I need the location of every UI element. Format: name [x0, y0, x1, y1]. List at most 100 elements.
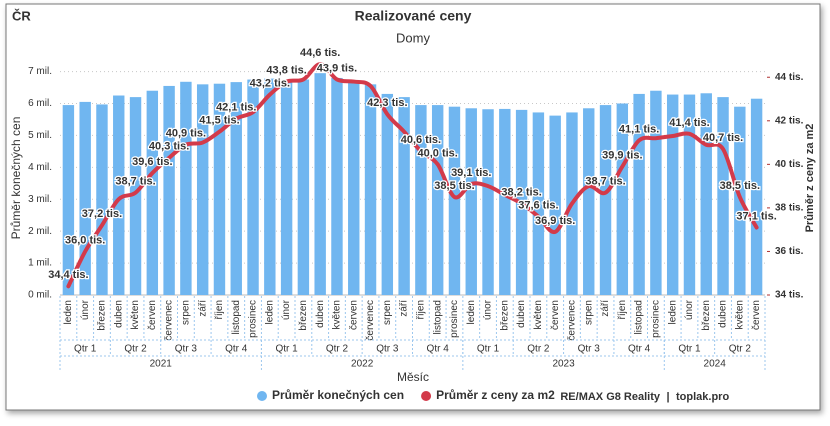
y2-tick-label: 36 tis.	[775, 246, 804, 257]
x-tick-label: listopad	[432, 300, 443, 334]
x-tick-label: září	[197, 300, 208, 317]
bar	[666, 94, 679, 295]
data-label: 43,9 tis.	[317, 62, 357, 74]
bar	[297, 79, 310, 295]
bar	[314, 73, 326, 295]
bar	[398, 97, 410, 295]
quarter-label: Qtr 3	[578, 344, 601, 355]
data-label: 41,5 tis.	[199, 115, 239, 127]
bar	[280, 81, 293, 296]
x-tick-label: březen	[298, 300, 309, 331]
bar	[448, 106, 461, 295]
bar	[717, 97, 729, 295]
quarter-label: Qtr 1	[477, 344, 500, 355]
bar	[364, 84, 377, 295]
x-tick-label: leden	[63, 300, 74, 324]
bar	[264, 78, 276, 295]
year-label: 2024	[704, 359, 727, 370]
bar	[381, 93, 394, 295]
data-label: 44,6 tis.	[300, 47, 340, 59]
x-axis-label: Měsíc	[397, 370, 429, 384]
data-label: 37,6 tis.	[518, 200, 558, 212]
data-label: 41,1 tis.	[619, 123, 659, 135]
bar	[415, 105, 427, 295]
quarter-label: Qtr 1	[275, 344, 298, 355]
quarter-label: Qtr 4	[225, 344, 248, 355]
x-tick-label: květen	[734, 300, 745, 329]
data-label: 40,3 tis.	[149, 141, 189, 153]
bar	[146, 90, 159, 295]
x-tick-label: prosinec	[248, 300, 259, 338]
data-label: 42,1 tis.	[216, 102, 256, 114]
data-label: 38,5 tis.	[434, 180, 474, 192]
bar	[62, 105, 75, 295]
x-tick-label: říjen	[214, 300, 225, 319]
y-tick-label: 0 mil.	[28, 290, 52, 301]
credit-left: RE/MAX G8 Reality	[560, 391, 661, 403]
quarter-label: Qtr 4	[628, 344, 651, 355]
data-label: 36,9 tis.	[535, 215, 575, 227]
year-label: 2023	[552, 359, 575, 370]
data-label: 37,2 tis.	[82, 208, 122, 220]
legend-label: Průměr z ceny za m2	[436, 388, 555, 402]
x-tick-label: listopad	[634, 300, 645, 334]
bar	[549, 115, 561, 295]
quarter-label: Qtr 2	[527, 344, 550, 355]
chart-subtitle: Domy	[396, 30, 430, 45]
data-label: 39,9 tis.	[602, 149, 642, 161]
bar	[230, 82, 242, 295]
y-axis-label: Průměr konečných cen	[9, 117, 23, 240]
y2-tick-label: 38 tis.	[775, 203, 804, 214]
x-tick-label: duben	[516, 300, 527, 328]
y-tick-label: 7 mil.	[28, 66, 52, 77]
y2-tick-label: 40 tis.	[775, 159, 804, 170]
data-label: 39,6 tis.	[132, 156, 172, 168]
quarter-label: Qtr 1	[74, 344, 97, 355]
x-tick-label: leden	[264, 300, 275, 324]
x-tick-label: duben	[113, 300, 124, 328]
x-tick-label: červen	[147, 300, 158, 330]
x-tick-label: prosinec	[651, 300, 662, 338]
y-tick-label: 3 mil.	[28, 194, 52, 205]
x-tick-label: únor	[684, 299, 695, 320]
x-tick-label: únor	[281, 299, 292, 320]
chart-title: Realizované ceny	[355, 8, 472, 24]
data-label: 34,4 tis.	[48, 269, 88, 281]
x-tick-label: červenec	[164, 300, 175, 341]
bar	[465, 108, 477, 295]
year-label: 2021	[150, 359, 173, 370]
x-tick-label: srpen	[181, 300, 192, 325]
x-tick-label: srpen	[583, 300, 594, 325]
bar	[213, 83, 226, 296]
data-label: 43,8 tis.	[266, 65, 306, 77]
bar	[650, 90, 662, 295]
x-tick-label: srpen	[382, 300, 393, 325]
x-tick-label: říjen	[416, 300, 427, 319]
quarter-label: Qtr 3	[376, 344, 399, 355]
bar	[247, 79, 259, 295]
region-label: ČR	[12, 8, 31, 23]
quarter-label: Qtr 1	[678, 344, 701, 355]
data-label: 40,6 tis.	[401, 134, 441, 146]
bar	[348, 80, 360, 295]
bar	[113, 95, 125, 295]
data-label: 38,5 tis.	[720, 180, 760, 192]
quarter-label: Qtr 2	[326, 344, 349, 355]
bar	[583, 108, 595, 295]
bar	[499, 108, 511, 295]
y2-tick-label: 44 tis.	[775, 72, 804, 83]
bar	[129, 97, 142, 295]
bar	[163, 85, 175, 295]
data-label: 41,4 tis.	[669, 117, 709, 129]
y-tick-label: 6 mil.	[28, 98, 52, 109]
data-label: 43,2 tis.	[250, 78, 290, 90]
bar	[700, 93, 712, 295]
data-label: 42,3 tis.	[367, 97, 407, 109]
x-tick-label: leden	[466, 300, 477, 324]
data-label: 38,7 tis.	[115, 176, 155, 188]
bar	[599, 105, 612, 295]
quarter-label: Qtr 4	[427, 344, 450, 355]
quarter-label: Qtr 2	[124, 344, 147, 355]
